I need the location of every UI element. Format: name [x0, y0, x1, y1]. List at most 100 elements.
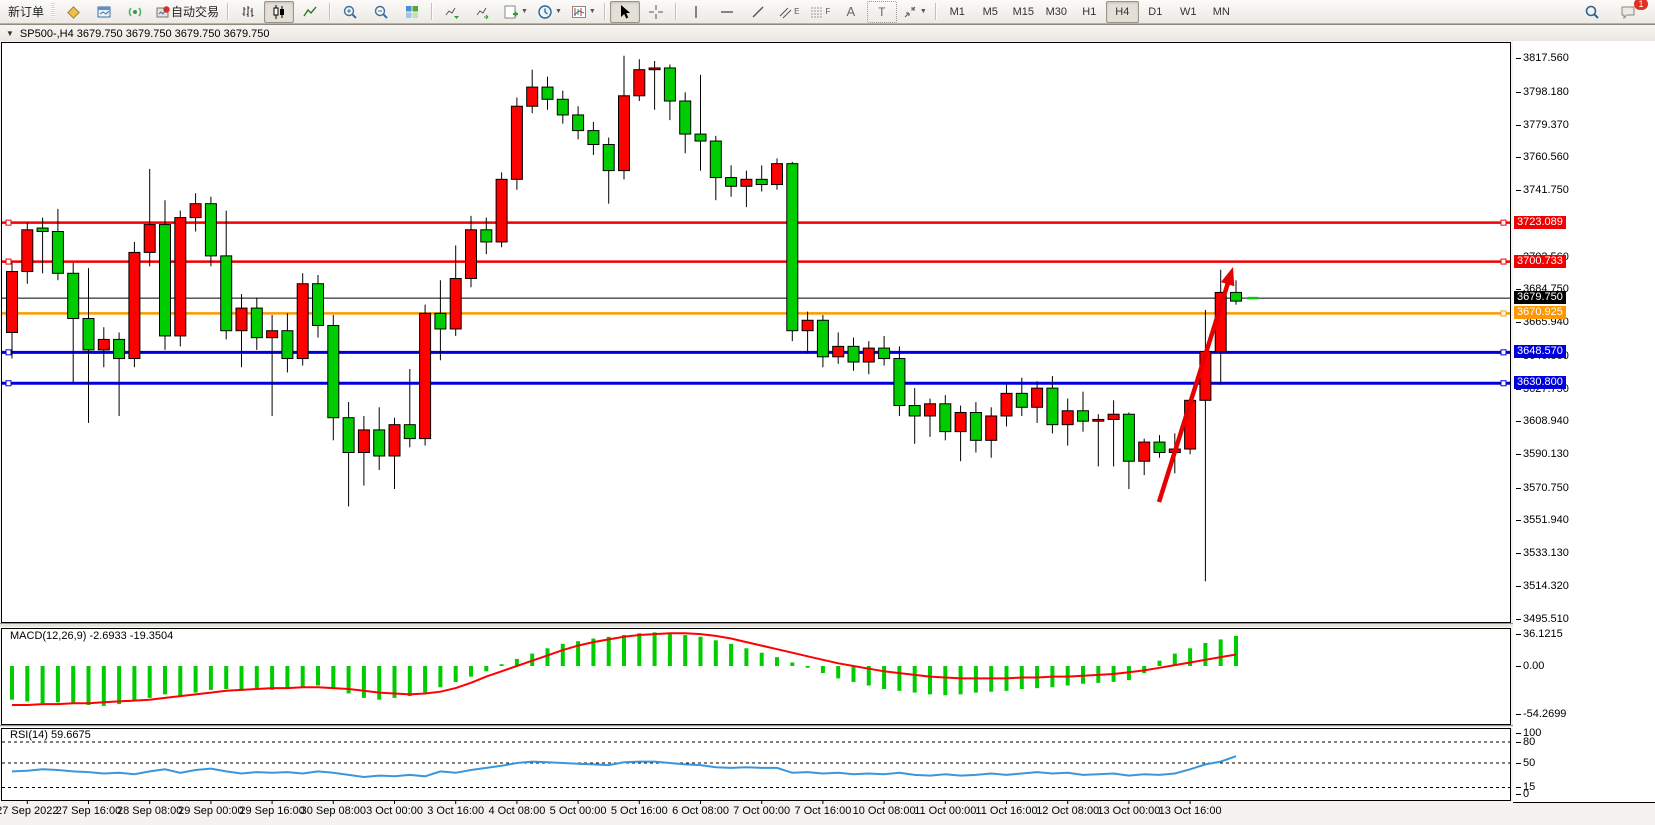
- candle: [296, 283, 309, 360]
- new-order-button[interactable]: 新订单: [8, 5, 45, 19]
- timeframe-mn[interactable]: MN: [1212, 5, 1230, 18]
- time-label: 3 Oct 16:00: [427, 805, 485, 817]
- timeframe-m5[interactable]: M5: [982, 5, 998, 18]
- signals-icon[interactable]: [120, 1, 150, 23]
- candle: [357, 429, 370, 454]
- zoom-out-icon[interactable]: [366, 1, 396, 23]
- fibo-sub-label: F: [825, 7, 831, 16]
- candle: [801, 319, 814, 332]
- channel-sub-label: E: [794, 7, 800, 16]
- time-label: 12 Oct 08:00: [1036, 805, 1100, 817]
- line-anchor[interactable]: [5, 380, 12, 387]
- candle: [449, 278, 462, 330]
- price-tick: 3798.180: [1516, 86, 1569, 98]
- chart-shift-icon[interactable]: [468, 1, 498, 23]
- time-label: 3 Oct 00:00: [366, 805, 423, 817]
- crosshair-tool[interactable]: [641, 1, 671, 23]
- candle: [832, 345, 845, 358]
- price-tick: 3551.940: [1516, 514, 1569, 527]
- line-anchor[interactable]: [1500, 349, 1507, 356]
- candle: [939, 403, 952, 433]
- candle: [128, 251, 141, 360]
- time-label: 6 Oct 08:00: [672, 805, 729, 817]
- toolbar: 新订单 自动交易 ▼ ▼: [0, 0, 1655, 24]
- vertical-line-tool[interactable]: [681, 1, 711, 23]
- candle: [771, 163, 783, 186]
- line-anchor[interactable]: [1500, 310, 1507, 317]
- rsi-tick: 80: [1515, 736, 1536, 748]
- candle: [618, 95, 630, 172]
- line-anchor[interactable]: [5, 258, 12, 265]
- candle: [1031, 387, 1044, 408]
- timeframe-h1[interactable]: H1: [1082, 5, 1097, 18]
- chart-canvas[interactable]: [0, 41, 1513, 825]
- line-anchor[interactable]: [5, 219, 12, 226]
- autotrading-button[interactable]: 自动交易: [151, 1, 223, 23]
- market-watch-icon[interactable]: [58, 1, 88, 23]
- indicators-button[interactable]: ▼: [567, 1, 600, 23]
- text-tool[interactable]: A: [846, 4, 856, 19]
- candle: [541, 86, 554, 100]
- line-anchor[interactable]: [1500, 219, 1507, 226]
- line-anchor[interactable]: [5, 349, 12, 356]
- timeframe-d1[interactable]: D1: [1148, 5, 1163, 18]
- bar-chart-icon[interactable]: [233, 1, 263, 23]
- tile-windows-icon[interactable]: [397, 1, 427, 23]
- trendline-tool[interactable]: [743, 1, 773, 23]
- candle: [97, 338, 110, 351]
- candle: [633, 69, 646, 97]
- text-label-tool[interactable]: T: [866, 0, 897, 23]
- auto-scroll-icon[interactable]: [437, 1, 467, 23]
- candle: [755, 178, 768, 186]
- toolbar-grip: [51, 3, 56, 20]
- price-axis[interactable]: 3817.560 3798.180 3779.370 3760.560 3741.750…: [1513, 41, 1655, 803]
- price-tick: 3779.370: [1516, 118, 1569, 131]
- candle: [740, 178, 753, 187]
- candle: [969, 411, 982, 441]
- candle: [113, 338, 126, 360]
- line-anchor[interactable]: [1500, 380, 1507, 387]
- timeframe-w1[interactable]: W1: [1180, 5, 1197, 18]
- timeframe-h4[interactable]: H4: [1105, 0, 1139, 23]
- timeframe-m30[interactable]: M30: [1045, 5, 1067, 18]
- fibonacci-tool[interactable]: F: [805, 1, 835, 23]
- candle: [281, 330, 294, 360]
- candle: [1153, 441, 1166, 454]
- line-anchor[interactable]: [1500, 258, 1507, 265]
- new-chart-button[interactable]: ▼: [499, 1, 532, 23]
- candle: [235, 307, 248, 332]
- timeframe-group: M1 M5 M15 M30 H1 H4 D1 W1 MN: [941, 0, 1238, 23]
- candle: [1077, 410, 1089, 422]
- candle: [510, 105, 523, 180]
- notifications-button[interactable]: 1: [1613, 0, 1648, 23]
- candle: [250, 307, 263, 339]
- time-label: 7 Oct 16:00: [794, 805, 852, 817]
- horizontal-line-tool[interactable]: [712, 1, 742, 23]
- price-badge: 3630.800: [1514, 376, 1566, 390]
- candlestick-chart-icon[interactable]: [264, 0, 295, 23]
- candle: [1061, 410, 1074, 426]
- candle: [21, 229, 34, 273]
- candle: [1230, 291, 1242, 302]
- candle: [143, 224, 156, 253]
- zoom-in-icon[interactable]: [335, 1, 365, 23]
- candle: [878, 347, 891, 360]
- data-window-icon[interactable]: [89, 1, 119, 23]
- macd-signal-line: [12, 632, 1237, 706]
- candle: [159, 224, 171, 337]
- cursor-tool[interactable]: [609, 0, 640, 23]
- timeframe-m1[interactable]: M1: [949, 5, 965, 18]
- time-label: 29 Sep 00:00: [178, 805, 244, 817]
- arrows-tool[interactable]: ▼: [898, 1, 931, 23]
- trend-arrow-annotation[interactable]: [1156, 275, 1233, 503]
- chevron-down-icon: ▼: [554, 8, 562, 15]
- timeframe-m15[interactable]: M15: [1012, 5, 1034, 18]
- line-chart-icon[interactable]: [295, 1, 325, 23]
- candle: [1107, 413, 1120, 420]
- time-label: 13 Oct 16:00: [1158, 805, 1222, 817]
- search-icon[interactable]: [1577, 1, 1607, 23]
- macd-indicator-label: MACD(12,26,9) -2.6933 -19.3504: [10, 630, 174, 642]
- equidistant-channel-tool[interactable]: E: [774, 1, 804, 23]
- period-button[interactable]: ▼: [533, 1, 566, 23]
- candle: [663, 67, 676, 102]
